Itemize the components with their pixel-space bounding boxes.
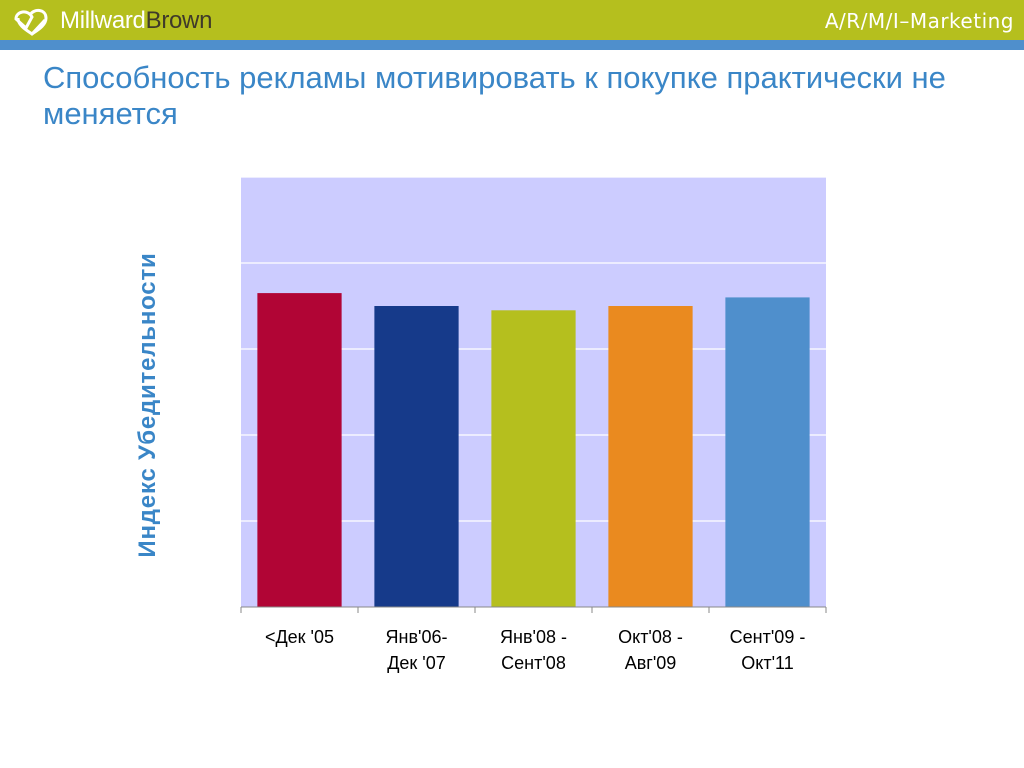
x-tick-label: Янв'06- Дек '07 bbox=[386, 627, 448, 673]
x-tick-label-line: Дек '07 bbox=[387, 653, 446, 673]
x-tick-label-line: Сент'08 bbox=[501, 653, 566, 673]
x-tick-label-line: <Дек '05 bbox=[265, 627, 334, 647]
brand-name-part2: Brown bbox=[145, 7, 213, 34]
header-bar bbox=[0, 0, 1024, 40]
x-tick-label-line: Окт'11 bbox=[741, 653, 793, 673]
millward-brown-logo-icon bbox=[14, 9, 48, 36]
brand-name-part1: Millward bbox=[60, 7, 146, 34]
x-tick-label: Сент'09 - Окт'11 bbox=[730, 627, 806, 673]
header-stripe bbox=[0, 40, 1024, 50]
header-tagline: A/R/M/I–Marketing bbox=[824, 9, 1014, 33]
slide-title: Способность рекламы мотивировать к покуп… bbox=[43, 60, 946, 131]
x-tick-label: Окт'08 - Авг'09 bbox=[618, 627, 683, 673]
x-tick-label-line: Янв'08 - bbox=[500, 627, 567, 647]
x-tick-label-line: Окт'08 - bbox=[618, 627, 683, 647]
brand-name: MillwardBrown bbox=[60, 6, 212, 36]
x-tick-label-line: Сент'09 - bbox=[730, 627, 806, 647]
bar bbox=[257, 293, 342, 607]
bar bbox=[491, 310, 576, 607]
x-tick-label: Янв'08 - Сент'08 bbox=[500, 627, 567, 673]
bar bbox=[725, 297, 810, 607]
x-tick-label-line: Авг'09 bbox=[625, 653, 677, 673]
bar bbox=[374, 306, 459, 607]
x-tick-label: <Дек '05 bbox=[265, 627, 334, 647]
brand-logo: MillwardBrown bbox=[12, 6, 212, 36]
bar bbox=[608, 306, 693, 607]
x-tick-label-line: Янв'06- bbox=[386, 627, 448, 647]
